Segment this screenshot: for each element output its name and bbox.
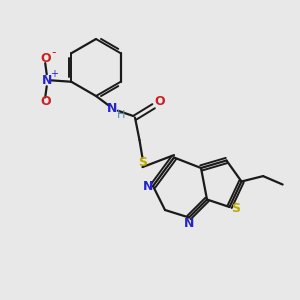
Text: S: S: [232, 202, 241, 215]
Text: N: N: [41, 74, 52, 87]
Text: O: O: [40, 95, 50, 108]
Text: O: O: [154, 95, 165, 108]
Text: H: H: [117, 110, 125, 120]
Text: N: N: [142, 179, 153, 193]
Text: -: -: [51, 46, 56, 59]
Text: N: N: [107, 102, 118, 115]
Text: O: O: [40, 52, 50, 65]
Text: +: +: [50, 69, 58, 79]
Text: S: S: [139, 156, 148, 169]
Text: N: N: [184, 217, 194, 230]
